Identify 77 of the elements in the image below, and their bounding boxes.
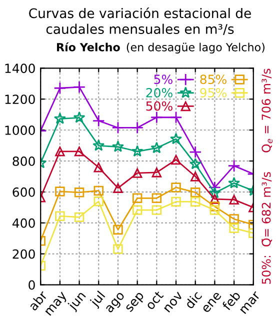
point xyxy=(94,186,104,196)
point xyxy=(74,212,84,222)
point xyxy=(112,140,124,152)
legend-label: 5% xyxy=(154,74,172,84)
point xyxy=(210,202,220,212)
x-tick-label: feb xyxy=(221,290,242,311)
y-tick-label: 400 xyxy=(12,218,35,228)
point xyxy=(152,193,162,204)
y-tick-label: 1000 xyxy=(5,126,35,135)
point xyxy=(132,168,142,178)
point xyxy=(208,181,221,194)
point xyxy=(189,158,202,170)
point xyxy=(113,244,123,254)
point xyxy=(94,196,104,206)
point xyxy=(152,168,162,178)
point xyxy=(112,121,124,134)
point xyxy=(229,223,239,234)
x-tick-label: ago xyxy=(105,292,127,315)
text: (en desagüe lago Yelcho) xyxy=(126,42,264,54)
point xyxy=(55,211,65,221)
legend-label: 20% xyxy=(146,88,172,98)
point xyxy=(131,121,144,134)
point xyxy=(150,142,163,154)
point xyxy=(152,205,162,215)
point xyxy=(92,139,105,151)
point xyxy=(170,132,182,144)
point xyxy=(210,194,220,204)
legend-label: 50% xyxy=(146,101,172,111)
point xyxy=(228,176,240,188)
point xyxy=(113,224,123,235)
y-tick-label: 800 xyxy=(12,156,35,166)
y-tick-label: 1400 xyxy=(5,64,35,74)
chart-title: Curvas de variación estacional de caudales mensuales en m³/s xyxy=(29,7,251,36)
point xyxy=(150,111,163,124)
point xyxy=(131,145,144,157)
point xyxy=(54,112,66,124)
point xyxy=(171,182,181,192)
point xyxy=(208,186,221,198)
point xyxy=(74,188,84,198)
point xyxy=(55,186,65,196)
point xyxy=(170,111,182,124)
x-tick-label: sep xyxy=(125,292,146,314)
text: Q$_{e}$ = 706 m³/s xyxy=(262,68,273,152)
legend-label: 85% xyxy=(200,74,226,84)
x-tick-label: nov xyxy=(164,292,184,313)
point xyxy=(228,160,240,172)
x-tick-label: jun xyxy=(66,290,88,312)
chart-subtitle: Río Yelcho xyxy=(57,42,120,52)
x-tick-label: ene xyxy=(202,292,222,314)
point xyxy=(171,154,181,165)
point xyxy=(94,162,104,172)
point xyxy=(190,196,200,207)
point xyxy=(55,146,65,156)
y-tick-label: 1200 xyxy=(5,94,35,104)
point xyxy=(113,183,123,193)
y-tick-label: 0 xyxy=(28,280,35,290)
point xyxy=(229,214,239,224)
point xyxy=(73,80,86,94)
point xyxy=(132,205,142,215)
y-tick-label: 600 xyxy=(12,187,35,197)
y-tick-label: 200 xyxy=(12,249,35,259)
point xyxy=(189,146,202,158)
x-tick-label: oct xyxy=(145,290,164,310)
point xyxy=(73,111,86,123)
point xyxy=(54,82,66,94)
point xyxy=(190,172,200,182)
point xyxy=(190,188,200,198)
point xyxy=(74,146,84,156)
point xyxy=(92,114,105,128)
x-tick-label: jul xyxy=(88,290,108,309)
point xyxy=(229,194,239,205)
text: 50%: Q̄= 682 m³/s xyxy=(262,172,272,284)
point xyxy=(210,205,220,215)
x-tick-label: dic xyxy=(184,290,202,310)
point xyxy=(132,193,142,204)
point xyxy=(171,196,181,207)
legend-label: 95% xyxy=(200,88,226,98)
